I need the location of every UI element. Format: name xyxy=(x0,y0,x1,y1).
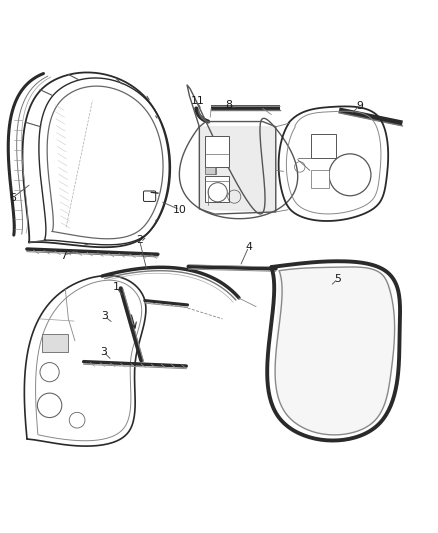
FancyBboxPatch shape xyxy=(144,191,155,201)
Text: 3: 3 xyxy=(101,311,108,321)
Text: 9: 9 xyxy=(356,101,363,111)
Polygon shape xyxy=(276,268,393,433)
Text: 11: 11 xyxy=(190,96,204,107)
Bar xyxy=(205,135,229,167)
Polygon shape xyxy=(199,127,276,212)
Bar xyxy=(205,167,216,174)
Text: 3: 3 xyxy=(100,346,107,357)
Text: 10: 10 xyxy=(173,205,187,215)
Bar xyxy=(42,334,68,352)
Text: 7: 7 xyxy=(60,251,67,261)
Bar xyxy=(311,134,336,158)
Text: 8: 8 xyxy=(225,100,232,110)
Text: 5: 5 xyxy=(334,274,341,284)
Bar xyxy=(311,171,329,188)
Text: 4: 4 xyxy=(245,242,252,252)
Text: 2: 2 xyxy=(136,235,143,245)
Text: 6: 6 xyxy=(10,192,16,203)
Text: 1: 1 xyxy=(113,282,120,293)
Bar xyxy=(205,176,229,202)
